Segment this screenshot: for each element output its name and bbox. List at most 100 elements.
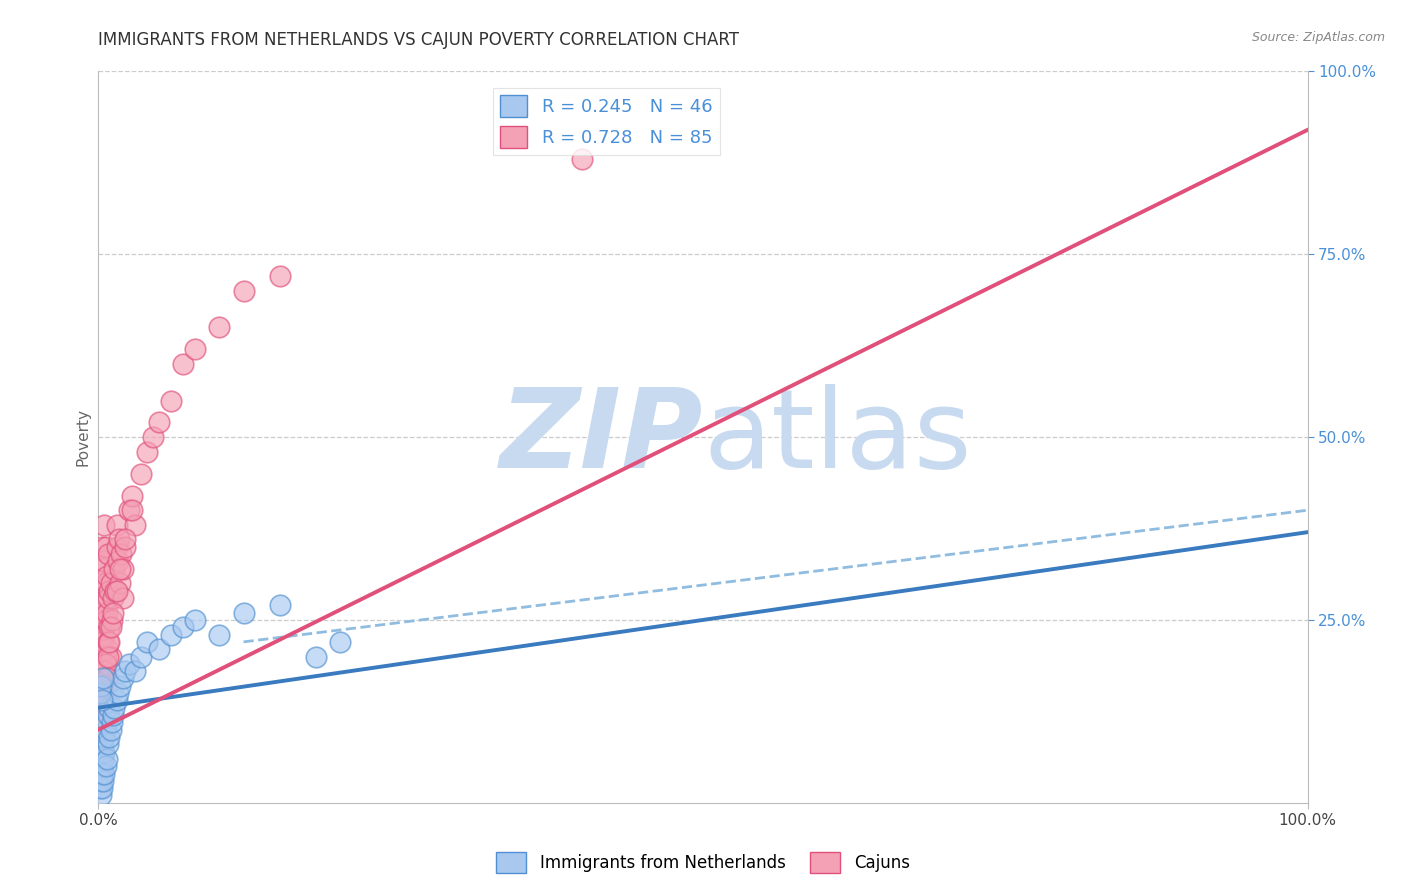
Point bbox=[90, 773, 112, 788]
Point bbox=[232, 606, 254, 620]
Point bbox=[104, 583, 127, 598]
Point bbox=[94, 540, 117, 554]
Point bbox=[91, 635, 114, 649]
Point bbox=[124, 664, 146, 678]
Point bbox=[91, 752, 114, 766]
Point bbox=[90, 649, 112, 664]
Point bbox=[90, 591, 112, 605]
Point bbox=[96, 642, 118, 657]
Point bbox=[111, 591, 134, 605]
Point bbox=[91, 672, 114, 686]
Point bbox=[93, 745, 115, 759]
Point bbox=[94, 576, 117, 591]
Point bbox=[148, 642, 170, 657]
Point bbox=[91, 766, 114, 780]
Point bbox=[91, 642, 114, 657]
Point bbox=[93, 766, 115, 780]
Point bbox=[172, 620, 194, 634]
Point bbox=[91, 613, 114, 627]
Point bbox=[108, 679, 131, 693]
Point bbox=[89, 635, 111, 649]
Point bbox=[91, 737, 114, 751]
Point bbox=[111, 672, 134, 686]
Point bbox=[110, 547, 132, 561]
Point bbox=[107, 686, 129, 700]
Point bbox=[129, 467, 152, 481]
Point bbox=[160, 627, 183, 641]
Y-axis label: Poverty: Poverty bbox=[75, 408, 90, 467]
Point bbox=[105, 583, 128, 598]
Point bbox=[93, 599, 115, 613]
Point bbox=[97, 737, 120, 751]
Point bbox=[91, 773, 114, 788]
Point bbox=[118, 657, 141, 671]
Point bbox=[184, 343, 207, 357]
Point bbox=[91, 576, 114, 591]
Point bbox=[94, 723, 117, 737]
Point bbox=[98, 620, 121, 634]
Point bbox=[98, 583, 121, 598]
Point bbox=[101, 606, 124, 620]
Point bbox=[93, 517, 115, 532]
Point bbox=[90, 723, 112, 737]
Point bbox=[103, 562, 125, 576]
Point bbox=[101, 591, 124, 605]
Point bbox=[90, 679, 112, 693]
Point bbox=[105, 693, 128, 707]
Point bbox=[93, 657, 115, 671]
Point bbox=[91, 708, 114, 723]
Legend: R = 0.245   N = 46, R = 0.728   N = 85: R = 0.245 N = 46, R = 0.728 N = 85 bbox=[494, 87, 720, 155]
Point bbox=[91, 781, 114, 796]
Point bbox=[97, 649, 120, 664]
Point bbox=[91, 540, 114, 554]
Point bbox=[100, 649, 122, 664]
Point bbox=[90, 708, 112, 723]
Point bbox=[184, 613, 207, 627]
Point bbox=[135, 444, 157, 458]
Point bbox=[98, 700, 121, 714]
Point bbox=[269, 599, 291, 613]
Point bbox=[124, 517, 146, 532]
Point bbox=[208, 320, 231, 334]
Point bbox=[101, 708, 124, 723]
Point bbox=[148, 416, 170, 430]
Text: Source: ZipAtlas.com: Source: ZipAtlas.com bbox=[1251, 31, 1385, 45]
Point bbox=[93, 730, 115, 744]
Point bbox=[114, 664, 136, 678]
Point bbox=[160, 393, 183, 408]
Point bbox=[103, 700, 125, 714]
Point bbox=[96, 606, 118, 620]
Point bbox=[100, 723, 122, 737]
Point bbox=[100, 613, 122, 627]
Point bbox=[90, 789, 112, 803]
Point bbox=[94, 613, 117, 627]
Point bbox=[100, 715, 122, 730]
Point bbox=[571, 152, 593, 166]
Point bbox=[96, 569, 118, 583]
Point bbox=[91, 672, 114, 686]
Point bbox=[96, 752, 118, 766]
Point bbox=[94, 649, 117, 664]
Legend: Immigrants from Netherlands, Cajuns: Immigrants from Netherlands, Cajuns bbox=[489, 846, 917, 880]
Point bbox=[107, 554, 129, 568]
Point bbox=[269, 269, 291, 284]
Point bbox=[108, 576, 131, 591]
Point bbox=[90, 693, 112, 707]
Point bbox=[108, 562, 131, 576]
Point bbox=[96, 672, 118, 686]
Point bbox=[97, 635, 120, 649]
Point bbox=[97, 591, 120, 605]
Point bbox=[93, 554, 115, 568]
Point bbox=[105, 540, 128, 554]
Point bbox=[91, 759, 114, 773]
Point bbox=[90, 679, 112, 693]
Point bbox=[91, 664, 114, 678]
Point bbox=[121, 503, 143, 517]
Point bbox=[91, 686, 114, 700]
Point bbox=[114, 540, 136, 554]
Point bbox=[89, 686, 111, 700]
Text: IMMIGRANTS FROM NETHERLANDS VS CAJUN POVERTY CORRELATION CHART: IMMIGRANTS FROM NETHERLANDS VS CAJUN POV… bbox=[98, 31, 740, 49]
Point bbox=[89, 723, 111, 737]
Point bbox=[93, 627, 115, 641]
Point bbox=[90, 620, 112, 634]
